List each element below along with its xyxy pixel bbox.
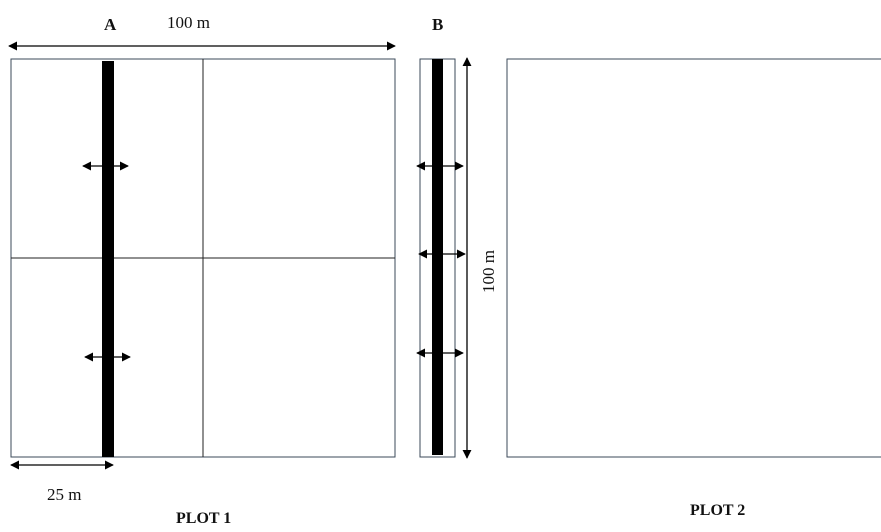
strip-detail — [416, 58, 466, 458]
offset-dimension-label: 25 m — [47, 485, 81, 504]
width-dimension-label: 100 m — [167, 13, 210, 32]
plot-1-transect-strip — [102, 61, 114, 457]
plot-2-title: PLOT 2 — [690, 502, 745, 519]
plot-2 — [506, 58, 881, 458]
plot-1-title: PLOT 1 — [176, 510, 231, 527]
plot-1 — [10, 58, 396, 458]
plot-2-frame — [506, 58, 881, 458]
strip-detail-transect — [432, 59, 443, 455]
panel-label-b: B — [432, 15, 443, 34]
panel-label-a: A — [104, 15, 117, 34]
height-dimension-label: 100 m — [479, 250, 498, 293]
